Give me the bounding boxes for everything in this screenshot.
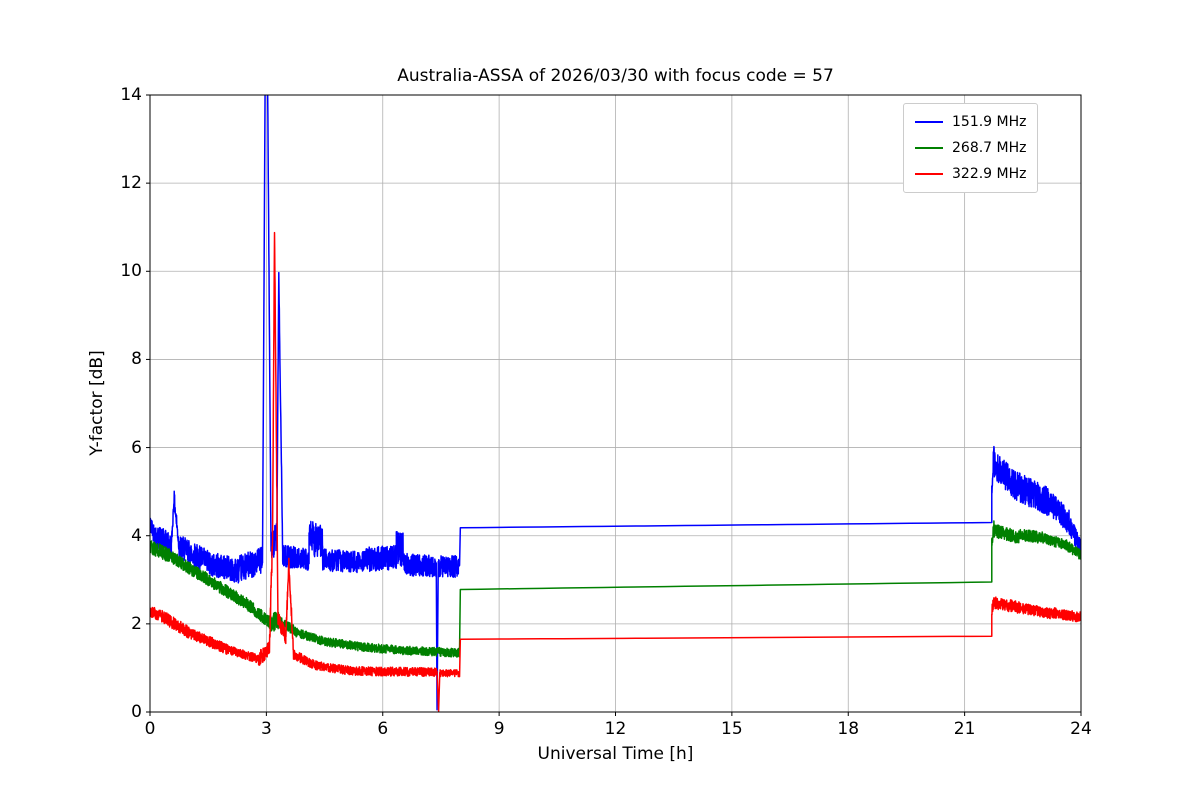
legend-line-swatch — [915, 121, 943, 123]
y-tick-label: 12 — [120, 173, 142, 194]
chart-title: Australia-ASSA of 2026/03/30 with focus … — [397, 66, 834, 86]
legend-label: 151.9 MHz — [952, 114, 1027, 130]
x-tick-label: 9 — [493, 719, 505, 739]
legend-entry: 322.9 MHz — [915, 164, 1026, 184]
legend: 151.9 MHz 268.7 MHz 322.9 MHz — [903, 103, 1039, 193]
x-tick-label: 18 — [837, 719, 860, 739]
x-axis-label: Universal Time [h] — [537, 744, 694, 764]
x-tick-label: 21 — [953, 719, 976, 739]
x-tick-label: 24 — [1070, 719, 1092, 739]
x-tick-label: 6 — [377, 719, 389, 739]
y-tick-label: 8 — [131, 349, 142, 370]
y-tick-label: 14 — [120, 85, 142, 105]
legend-entry: 268.7 MHz — [915, 138, 1026, 158]
legend-line-swatch — [915, 173, 943, 175]
x-tick-label: 0 — [144, 719, 156, 739]
x-tick-label: 15 — [721, 719, 743, 739]
legend-label: 268.7 MHz — [952, 140, 1027, 156]
y-tick-label: 0 — [131, 702, 142, 722]
x-tick-label: 3 — [260, 719, 272, 739]
legend-entry: 151.9 MHz — [915, 112, 1026, 132]
legend-label: 322.9 MHz — [952, 166, 1027, 182]
y-tick-label: 4 — [131, 525, 142, 546]
y-tick-label: 2 — [131, 613, 142, 634]
x-tick-label: 12 — [604, 719, 627, 739]
y-tick-label: 10 — [120, 261, 142, 282]
legend-line-swatch — [915, 147, 943, 149]
y-tick-label: 6 — [131, 437, 142, 458]
